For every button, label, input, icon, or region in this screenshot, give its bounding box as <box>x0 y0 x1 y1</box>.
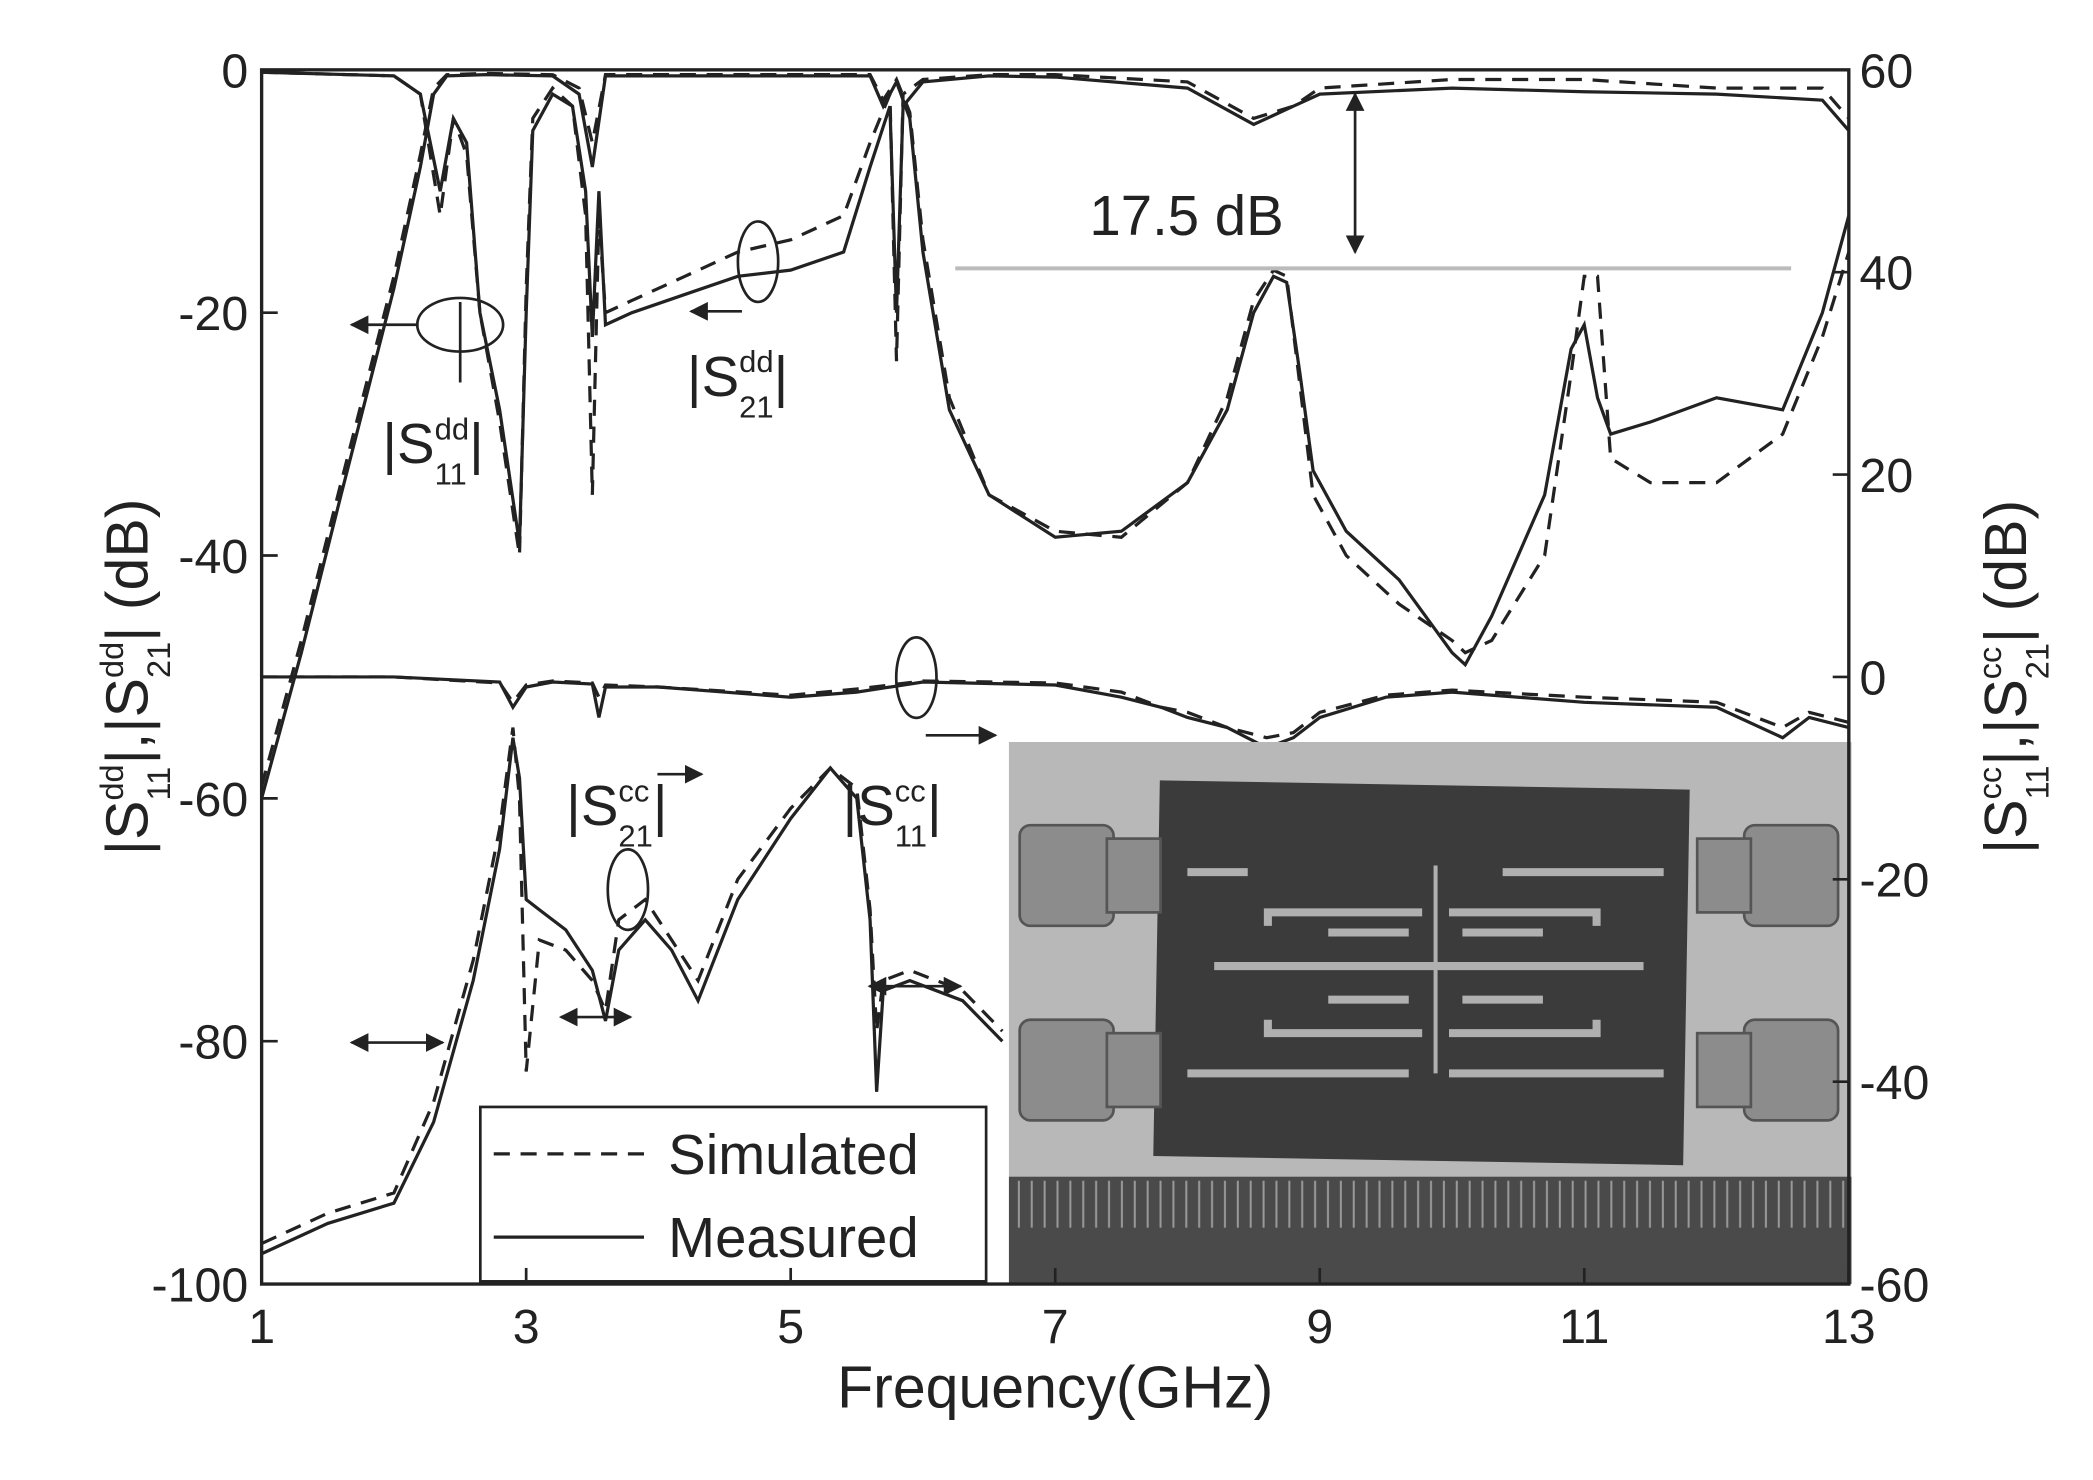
label-text: | (dB) <box>1973 500 2039 643</box>
rich-label: |S dd 11 | <box>382 411 483 491</box>
label-text: |S <box>687 345 739 408</box>
series-line <box>261 70 1851 544</box>
series-line <box>261 70 1851 556</box>
label-sub: 21 <box>739 389 773 424</box>
inset-photo <box>1008 742 1852 1285</box>
x-tick-label: 1 <box>248 1300 275 1354</box>
label-text: | <box>653 774 668 837</box>
label-sup: dd <box>94 642 130 678</box>
legend-label: Simulated <box>668 1123 919 1186</box>
series-line <box>261 675 1850 750</box>
x-tick-label: 11 <box>1559 1300 1609 1354</box>
ellipse <box>894 636 938 720</box>
ellipse <box>736 220 780 304</box>
y2-tick-label: 60 <box>1860 44 1914 98</box>
label-sup: dd <box>435 411 469 446</box>
y2-axis-title: |Scc 11|, |Scc 21| (dB) <box>1972 500 2055 854</box>
label-text: | <box>927 774 942 837</box>
label-sup: dd <box>739 344 773 379</box>
y2-tick-label: -20 <box>1860 854 1930 908</box>
label-sup: dd <box>94 764 130 800</box>
rich-label: |Sdd 11|, |Sdd 21| (dB) <box>94 499 177 856</box>
label-text: | <box>774 345 789 408</box>
y2-tick-label: -40 <box>1860 1056 1930 1110</box>
label-text: |, <box>95 733 161 765</box>
axes: 1 3 5 7 9 11 13-100-80-60-40-200-60-40-2002040… <box>94 44 2056 1420</box>
ellipse <box>606 848 650 932</box>
y2-tick-label: 20 <box>1860 449 1914 503</box>
y-tick-label: -100 <box>152 1258 249 1312</box>
legend: Simulated Measured <box>478 1105 988 1283</box>
y-axis-title: |Sdd 11|, |Sdd 21| (dB) <box>94 499 177 856</box>
rich-label: |Scc 11|, |Scc 21| (dB) <box>1972 500 2055 854</box>
label-text: |S <box>566 774 618 837</box>
series-line <box>260 737 1004 1256</box>
legend-label: Measured <box>668 1206 919 1269</box>
label-sub: 11 <box>895 819 927 854</box>
annotation-shapes <box>349 92 1792 1052</box>
label-text: |S <box>95 678 161 733</box>
series-line <box>260 71 1851 787</box>
y-tick-label: -40 <box>178 530 248 584</box>
x-tick-label: 3 <box>513 1300 540 1354</box>
label-sup: cc <box>1972 647 2008 679</box>
x-tick-label: 9 <box>1306 1300 1333 1354</box>
label-text: 17.5 dB <box>1089 184 1283 247</box>
label-text: |S <box>843 774 895 837</box>
label-text: |S <box>95 801 161 856</box>
rich-label: |S cc 11 | <box>843 774 942 854</box>
y-tick-label: 0 <box>221 44 248 98</box>
y2-tick-label: 40 <box>1860 247 1914 301</box>
label-sup: cc <box>1972 767 2008 799</box>
rich-label: |S cc 21 | <box>566 774 667 854</box>
series-line <box>261 675 1850 740</box>
label-text: |S <box>382 412 434 475</box>
label-sub: 11 <box>2019 766 2055 800</box>
label-sub: 11 <box>141 767 177 801</box>
label-text: |S <box>1973 799 2039 854</box>
label-sub: 21 <box>2019 643 2055 679</box>
x-tick-label: 7 <box>1042 1300 1069 1354</box>
series-line <box>260 73 1851 799</box>
label-sub: 21 <box>141 642 177 678</box>
y-tick-label: -80 <box>178 1016 248 1070</box>
label-text: | <box>469 412 484 475</box>
y2-tick-label: 0 <box>1860 651 1887 705</box>
y2-tick-label: -60 <box>1860 1258 1930 1312</box>
x-tick-label: 5 <box>777 1300 804 1354</box>
rich-label: |S dd 21 | <box>687 344 788 424</box>
x-tick-label: 13 <box>1822 1300 1876 1354</box>
rich-label: 17.5 dB <box>1089 184 1283 247</box>
y-tick-label: -20 <box>178 287 248 341</box>
label-sub: 11 <box>435 456 467 491</box>
label-sup: cc <box>895 774 926 809</box>
label-text: | (dB) <box>95 499 161 642</box>
x-axis-title: Frequency(GHz) <box>837 1354 1273 1420</box>
label-sup: cc <box>618 774 649 809</box>
curves <box>260 70 1851 1256</box>
y-tick-label: -60 <box>178 773 248 827</box>
label-sub: 21 <box>618 819 652 854</box>
label-text: |S <box>1973 679 2039 734</box>
label-text: |, <box>1973 734 2039 766</box>
